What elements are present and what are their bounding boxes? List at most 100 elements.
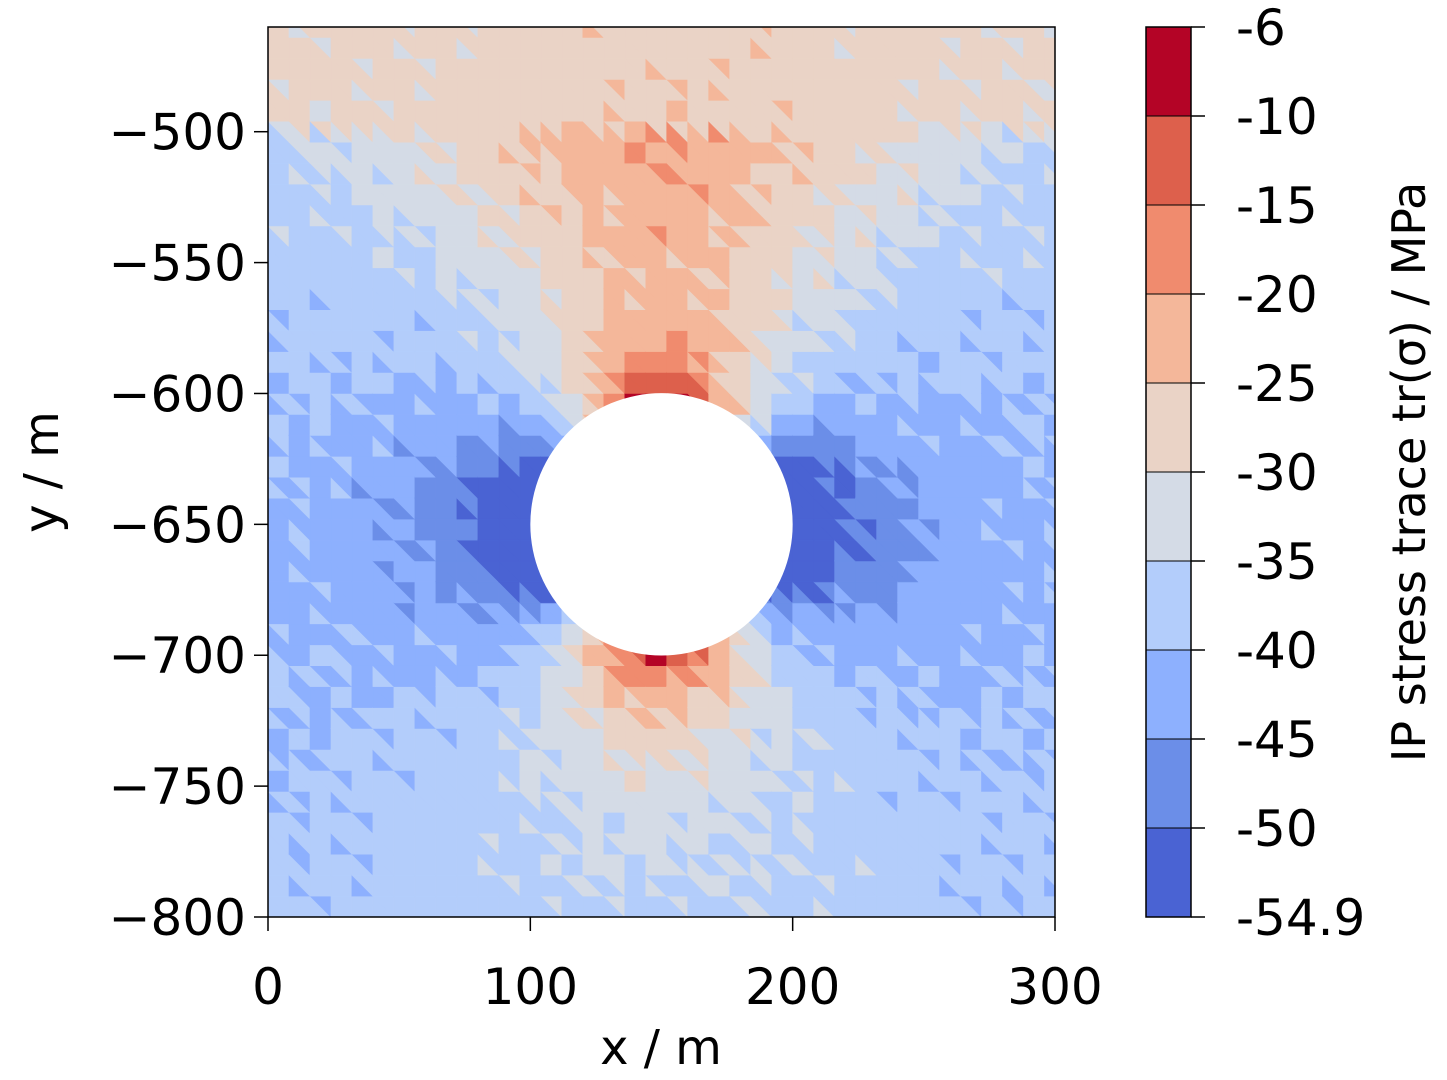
colorbar-tick-label: -40 — [1236, 622, 1318, 680]
field-cell — [1043, 476, 1055, 489]
field-cell — [519, 27, 542, 38]
field-cell — [1043, 225, 1055, 237]
y-tick-label: −500 — [109, 104, 246, 162]
field-cell — [1043, 895, 1055, 907]
field-cell — [372, 27, 395, 38]
field-cell — [750, 27, 773, 38]
field-cell — [634, 27, 647, 39]
field-cell — [414, 27, 437, 38]
colorbar-bin — [1146, 472, 1191, 562]
field-cell — [1043, 330, 1055, 342]
field-cell — [1044, 162, 1055, 185]
field-cell — [1043, 853, 1055, 866]
colorbar-tick-label: -20 — [1236, 266, 1318, 324]
field-cell — [865, 27, 877, 39]
field-cell — [666, 27, 689, 38]
field-cell — [960, 27, 983, 38]
field-cell — [813, 27, 836, 38]
field-cell — [330, 27, 353, 38]
field-cell — [592, 27, 605, 39]
field-cell — [498, 27, 521, 38]
field-cell — [697, 27, 710, 39]
field-cell — [949, 27, 961, 39]
field-cell — [687, 27, 710, 38]
field-cell — [1043, 497, 1055, 510]
field-cell — [613, 27, 626, 39]
field-cell — [288, 27, 311, 38]
field-cell — [1043, 874, 1055, 887]
x-tick-label: 300 — [1007, 958, 1102, 1016]
colorbar-tick-label: -30 — [1236, 444, 1318, 502]
colorbar-tick-label: -54.9 — [1236, 889, 1365, 947]
field-cell — [1043, 288, 1055, 300]
field-cell — [1044, 664, 1055, 687]
field-cell — [823, 27, 835, 39]
field-cell — [1044, 602, 1055, 625]
colorbar-bin — [1146, 828, 1191, 918]
field-cell — [1043, 393, 1055, 405]
field-cell — [1043, 435, 1055, 447]
x-axis-label: x / m — [600, 1020, 722, 1076]
field-cell — [309, 27, 332, 38]
field-cell — [1044, 748, 1055, 771]
field-cell — [403, 27, 416, 39]
field-cell — [382, 27, 395, 39]
field-cell — [655, 27, 668, 39]
colorbar-tick-label: -35 — [1236, 533, 1318, 591]
field-cell — [1044, 329, 1055, 352]
field-cell — [676, 27, 689, 39]
colorbar-tick-label: -6 — [1236, 0, 1286, 57]
field-cell — [792, 27, 815, 38]
field-cell — [886, 27, 898, 39]
field-cell — [1043, 120, 1055, 133]
y-tick-label: −700 — [109, 627, 246, 685]
cavity — [530, 393, 793, 656]
y-tick-label: −600 — [109, 365, 246, 423]
field-cell — [582, 27, 605, 38]
field-cell — [1043, 372, 1055, 384]
colorbar: -6 -10 -15 -20 -25 -30 -35 -40 -45 -50 -54.9 — [1145, 0, 1365, 947]
colorbar-label: IP stress trace tr(σ) / MPa — [1382, 182, 1436, 762]
field-cell — [918, 27, 941, 38]
field-cell — [1044, 225, 1055, 248]
field-cell — [1044, 811, 1055, 834]
colorbar-bin — [1146, 383, 1191, 473]
plot-frame — [267, 26, 1056, 918]
field-cell — [1044, 874, 1055, 897]
x-tick-label: 100 — [483, 958, 578, 1016]
field-cell — [1043, 832, 1055, 845]
field-cell — [1044, 581, 1055, 604]
field-cell — [278, 27, 290, 39]
field-cell — [1044, 350, 1055, 373]
field-cell — [1043, 37, 1055, 49]
field-cell — [561, 27, 584, 38]
field-cell — [928, 27, 940, 39]
colorbar-bin — [1146, 294, 1191, 384]
field-cell — [445, 27, 458, 39]
colorbar-bin — [1146, 27, 1191, 117]
field-cell — [1043, 79, 1055, 91]
field-cell — [1044, 518, 1055, 541]
field-cell — [771, 27, 794, 38]
colorbar-tick-label: -25 — [1236, 355, 1318, 413]
colorbar-bin — [1146, 561, 1191, 651]
field-cell — [1043, 770, 1055, 782]
colorbar-bin — [1146, 739, 1191, 829]
field-cell — [1044, 644, 1055, 667]
x-tick-label: 0 — [252, 958, 284, 1016]
field-cell — [1043, 686, 1055, 698]
field-cell — [1043, 246, 1055, 258]
field-cell — [844, 27, 856, 39]
field-cell — [1044, 141, 1055, 164]
field-cell — [1043, 267, 1055, 279]
colorbar-tick-label: -45 — [1236, 711, 1318, 769]
field-cell — [1043, 581, 1055, 593]
field-cell — [1044, 560, 1055, 583]
field-cell — [550, 27, 563, 39]
field-cell — [760, 27, 773, 39]
field-cell — [1044, 853, 1055, 876]
field-cell — [834, 27, 857, 38]
field-cell — [1043, 58, 1055, 70]
field-cell — [1044, 706, 1055, 729]
